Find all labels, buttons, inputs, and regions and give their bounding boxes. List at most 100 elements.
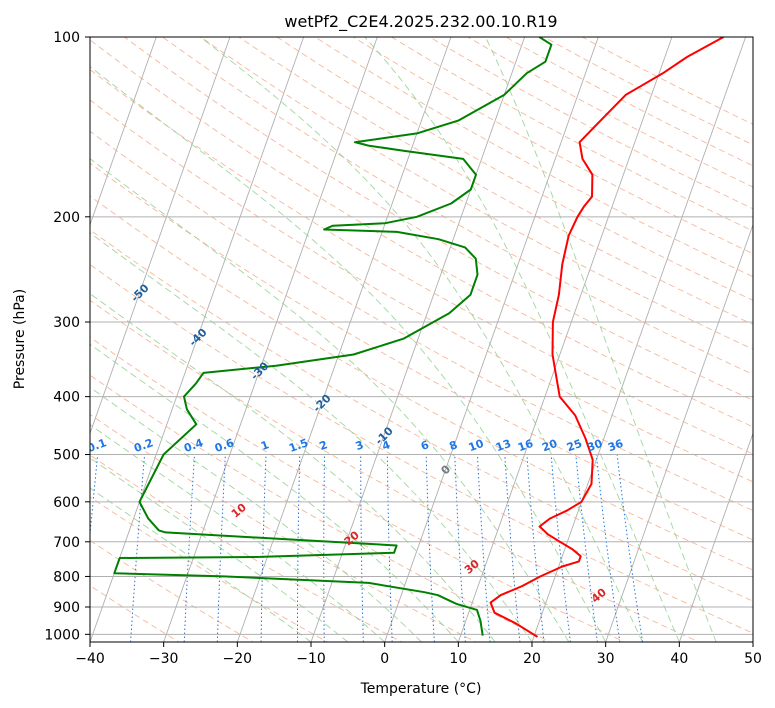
mixing-ratio-line (90, 454, 99, 540)
mixing-ratio-label: 4 (380, 438, 392, 453)
y-tick-label: 300 (53, 315, 80, 331)
moist-adiabat-line (90, 343, 459, 642)
moist-adiabat-line (90, 487, 312, 642)
y-tick-label: 800 (53, 569, 80, 585)
isotherm-label: -40 (186, 326, 209, 349)
mixing-ratio-line (183, 454, 196, 642)
isotherm-line (752, 640, 753, 642)
y-axis-label: Pressure (hPa) (12, 289, 28, 389)
mixing-ratio-line (454, 454, 466, 642)
dewpoint-profile (113, 37, 553, 636)
dry-adiabat-label: 40 (589, 585, 609, 605)
mixing-ratio-line (323, 454, 325, 642)
mixing-ratio-line (216, 454, 226, 642)
x-tick-label: 10 (449, 651, 467, 667)
mixing-ratio-label: 1 (259, 438, 271, 453)
dry-adiabat-line (90, 69, 753, 455)
dry-adiabat-line (199, 37, 753, 350)
dry-adiabat-line (428, 37, 753, 210)
mixing-ratio-label: 13 (494, 437, 513, 454)
mixing-ratio-line (526, 454, 545, 642)
moist-adiabat-line (90, 232, 533, 642)
dry-adiabat-line (238, 37, 753, 326)
y-axis-ticks: 100 200 300 400 500 600 700 800 900 1000 (44, 30, 90, 643)
x-tick-label: 20 (523, 651, 541, 667)
isotherm-label: -50 (128, 281, 151, 304)
dry-adiabat-line (90, 264, 753, 634)
moist-adiabat-line (90, 457, 349, 642)
mixing-ratio-label: 8 (448, 438, 460, 453)
y-tick-label: 100 (53, 30, 80, 46)
mixing-ratio-label: 25 (565, 437, 584, 454)
x-axis-ticks: −40 −30 −20 −10 0 10 20 30 40 50 (75, 642, 762, 667)
mixing-ratio-line (477, 454, 491, 642)
isotherm-label: -20 (310, 392, 333, 415)
moist-adiabat-line (90, 386, 422, 642)
dry-adiabat-line (90, 374, 552, 642)
dry-adiabat-line (390, 37, 753, 232)
moist-adiabat-line (90, 424, 385, 642)
line-labels: 0.10.20.40.611.52346810131620253036-100-… (18, 178, 625, 606)
mixing-ratio-line (386, 454, 393, 642)
isotherm-line (457, 37, 673, 642)
mixing-ratio-line (360, 454, 364, 642)
dry-adiabat-line (90, 496, 329, 642)
isotherm-label: -70 (18, 178, 41, 201)
mixing-ratio-label: 6 (419, 438, 431, 453)
isotherm-label: -30 (248, 359, 271, 382)
mixing-ratio-label: 20 (540, 437, 559, 455)
mixing-ratio-line (575, 454, 598, 642)
y-tick-label: 1000 (44, 627, 80, 643)
x-tick-label: −40 (75, 651, 105, 667)
mixing-ratio-line (130, 454, 146, 642)
x-tick-label: −30 (149, 651, 179, 667)
dry-adiabat-line (90, 195, 753, 571)
chart-title: wetPf2_C2E4.2025.232.00.10.R19 (284, 12, 557, 32)
y-tick-label: 400 (53, 390, 80, 406)
dry-adiabat-line (314, 37, 753, 278)
x-tick-label: −20 (223, 651, 253, 667)
sounding-profiles (113, 37, 724, 638)
temperature-profile (489, 37, 724, 638)
moist-adiabat-line (90, 293, 496, 642)
zero-isotherm-label: 0 (439, 462, 454, 477)
y-tick-label: 600 (53, 495, 80, 511)
mixing-ratio-line (595, 454, 621, 642)
dry-adiabat-line (276, 37, 753, 301)
y-tick-label: 700 (53, 535, 80, 551)
mixing-ratio-label: 0.2 (132, 436, 155, 455)
isotherm-line (163, 37, 378, 642)
dry-adiabat-line (466, 37, 753, 188)
moist-adiabat-line (364, 37, 680, 642)
mixing-ratio-label: 16 (516, 437, 535, 455)
mixing-ratio-label: 3 (354, 438, 366, 453)
dry-adiabat-line (543, 37, 753, 146)
moist-adiabat-line (485, 37, 717, 642)
moist-adiabat-line (90, 65, 607, 642)
isotherm-line (531, 37, 747, 642)
dry-adiabat-line (505, 37, 753, 167)
dry-adiabat-line (352, 37, 753, 255)
dry-adiabat-line (90, 336, 626, 642)
x-tick-label: 0 (380, 651, 389, 667)
dry-adiabat-label: 10 (229, 501, 249, 521)
isotherm-line (605, 223, 753, 642)
dry-adiabat-line (90, 130, 753, 511)
isotherm-line (236, 37, 452, 642)
isotherm-line (678, 432, 753, 642)
mixing-ratio-line (297, 454, 301, 642)
mixing-ratio-label: 0.6 (213, 436, 236, 455)
plot-frame (89, 36, 754, 643)
x-tick-label: −10 (296, 651, 326, 667)
background-lines (90, 37, 753, 642)
moist-adiabat-line (90, 158, 570, 642)
mixing-ratio-line (260, 454, 267, 642)
x-tick-label: 40 (670, 651, 688, 667)
isotherm-line (384, 37, 599, 642)
dry-adiabat-line (90, 413, 478, 642)
mixing-ratio-label: 36 (606, 437, 625, 455)
dry-adiabat-line (90, 539, 255, 642)
mixing-ratio-label: 2 (318, 438, 330, 453)
